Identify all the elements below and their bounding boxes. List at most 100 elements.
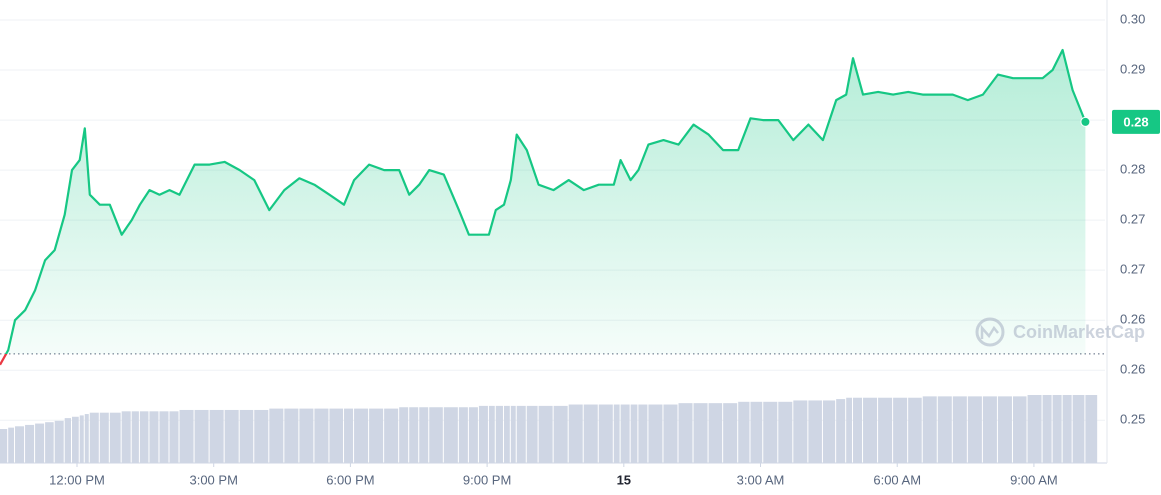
volume-bar bbox=[822, 400, 836, 463]
price-tag-label: 0.28 bbox=[1123, 114, 1148, 129]
volume-bar bbox=[384, 408, 399, 463]
volume-bar bbox=[1072, 395, 1085, 463]
volume-bar bbox=[836, 399, 846, 463]
volume-bar bbox=[25, 424, 35, 463]
x-tick-label: 9:00 PM bbox=[463, 472, 511, 487]
volume-bar bbox=[409, 407, 419, 463]
volume-bar bbox=[224, 409, 239, 463]
volume-bar bbox=[620, 404, 630, 463]
x-tick-label: 3:00 PM bbox=[189, 472, 237, 487]
volume-bar bbox=[952, 396, 967, 463]
volume-bar bbox=[863, 397, 878, 463]
volume-bar bbox=[71, 416, 79, 463]
volume-bar bbox=[354, 408, 369, 463]
volume-bar bbox=[967, 396, 982, 463]
y-tick-label: 0.29 bbox=[1120, 61, 1145, 76]
volume-bar bbox=[458, 407, 468, 463]
volume-bar bbox=[678, 403, 693, 463]
volume-bar bbox=[35, 423, 45, 463]
x-tick-label: 6:00 AM bbox=[873, 472, 921, 487]
volume-bar bbox=[1052, 395, 1062, 463]
volume-bar bbox=[1012, 396, 1027, 463]
volume-bar bbox=[468, 407, 478, 463]
y-tick-label: 0.30 bbox=[1120, 11, 1145, 26]
price-area bbox=[6, 50, 1086, 354]
volume-bar bbox=[269, 408, 284, 463]
last-price-dot bbox=[1080, 116, 1091, 127]
volume-bar bbox=[121, 411, 131, 463]
volume-bar bbox=[878, 397, 893, 463]
volume-bar bbox=[488, 405, 495, 463]
volume-bar bbox=[131, 411, 139, 463]
volume-bar bbox=[369, 408, 384, 463]
volume-bar bbox=[982, 396, 997, 463]
volume-bar bbox=[583, 404, 598, 463]
volume-bar bbox=[908, 397, 922, 463]
volume-bar bbox=[8, 427, 15, 463]
volume-bar bbox=[613, 404, 620, 463]
volume-bar bbox=[793, 400, 808, 463]
y-tick-label: 0.27 bbox=[1120, 212, 1145, 227]
x-tick-label: 6:00 PM bbox=[326, 472, 374, 487]
volume-bar bbox=[738, 401, 750, 463]
volume-bar bbox=[84, 414, 89, 463]
price-line bbox=[0, 48, 1087, 366]
volume-bar bbox=[89, 412, 99, 463]
volume-bar bbox=[284, 408, 299, 463]
y-tick-label: 0.28 bbox=[1120, 162, 1145, 177]
volume-bar bbox=[723, 403, 738, 463]
x-tick-label: 15 bbox=[617, 472, 631, 487]
volume-bar bbox=[45, 422, 54, 463]
volume-bar bbox=[1027, 395, 1042, 463]
volume-bar bbox=[478, 405, 488, 463]
volume-bar bbox=[443, 407, 458, 463]
x-tick-label: 9:00 AM bbox=[1010, 472, 1058, 487]
volume-bar bbox=[750, 401, 763, 463]
volume-bar bbox=[299, 408, 314, 463]
y-tick-label: 0.25 bbox=[1120, 412, 1145, 427]
volume-bar bbox=[179, 409, 194, 463]
volume-bar bbox=[538, 405, 553, 463]
volume-bar bbox=[638, 404, 648, 463]
volume-bar bbox=[169, 411, 179, 463]
x-tick-label: 3:00 AM bbox=[737, 472, 785, 487]
volume-bar bbox=[503, 405, 510, 463]
volume-bar bbox=[194, 409, 209, 463]
volume-bar bbox=[99, 412, 109, 463]
volume-bar bbox=[1062, 395, 1072, 463]
volume-bar bbox=[922, 396, 937, 463]
volume-bar bbox=[568, 404, 583, 463]
volume-bar bbox=[79, 415, 84, 463]
volume-bar bbox=[329, 408, 344, 463]
volume-bar bbox=[846, 397, 853, 463]
watermark-logo bbox=[975, 317, 1005, 347]
volume-bar bbox=[344, 408, 354, 463]
y-tick-label: 0.26 bbox=[1120, 362, 1145, 377]
volume-bar bbox=[853, 397, 863, 463]
volume-bar bbox=[314, 408, 329, 463]
volume-bar bbox=[598, 404, 613, 463]
volume-bar bbox=[429, 407, 443, 463]
volume-bar bbox=[149, 411, 159, 463]
volume-bar bbox=[553, 405, 568, 463]
volume-bar bbox=[893, 397, 908, 463]
watermark: CoinMarketCap bbox=[975, 317, 1145, 347]
volume-bar bbox=[139, 411, 149, 463]
volume-bar bbox=[64, 418, 71, 463]
volume-bar bbox=[109, 412, 121, 463]
volume-bar bbox=[648, 404, 663, 463]
volume-bar bbox=[15, 426, 25, 463]
volume-bar bbox=[778, 401, 793, 463]
volume-bar bbox=[630, 404, 638, 463]
volume-bar bbox=[693, 403, 708, 463]
volume-bar bbox=[399, 407, 409, 463]
y-tick-label: 0.27 bbox=[1120, 262, 1145, 277]
volume-bar bbox=[708, 403, 723, 463]
volume-bar bbox=[209, 409, 224, 463]
volume-bar bbox=[0, 429, 8, 463]
volume-bar bbox=[937, 396, 952, 463]
watermark-text: CoinMarketCap bbox=[1013, 322, 1145, 342]
watermark-logo-mark bbox=[980, 324, 999, 339]
